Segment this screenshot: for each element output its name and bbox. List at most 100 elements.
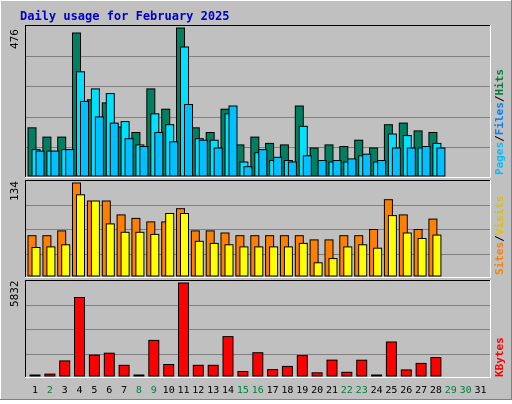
bar-sites-day-16 bbox=[254, 246, 264, 277]
bar-sites-day-19 bbox=[298, 242, 308, 277]
bar-pages-day-24 bbox=[377, 160, 387, 177]
bar-sites-day-26 bbox=[402, 232, 412, 277]
bar-sites-day-7 bbox=[120, 231, 130, 277]
axis-label-sep-3: / bbox=[493, 235, 506, 242]
day-label-16: 16 bbox=[252, 385, 264, 396]
bar-kbytes-day-12 bbox=[192, 364, 204, 377]
bar-pages-day-23 bbox=[362, 153, 372, 177]
bar-kbytes-day-6 bbox=[103, 352, 115, 377]
bar-kbytes-day-10 bbox=[163, 364, 175, 377]
bar-pages-day-4 bbox=[80, 100, 89, 177]
bar-sites-day-10 bbox=[165, 213, 175, 277]
bar-kbytes-day-7 bbox=[118, 364, 130, 377]
bar-sites-day-23 bbox=[358, 244, 368, 277]
bar-kbytes-day-22 bbox=[341, 371, 353, 377]
day-label-24: 24 bbox=[371, 385, 383, 396]
day-label-13: 13 bbox=[207, 385, 219, 396]
bar-pages-day-5 bbox=[94, 116, 104, 177]
bar-pages-day-2 bbox=[50, 150, 60, 177]
bar-kbytes-day-18 bbox=[281, 365, 293, 377]
bar-sites-day-1 bbox=[31, 247, 41, 277]
hits-ymax-label: 476 bbox=[8, 29, 21, 49]
bar-pages-day-9 bbox=[154, 132, 164, 177]
bar-sites-day-4 bbox=[76, 194, 85, 277]
day-label-11: 11 bbox=[177, 385, 189, 396]
bar-pages-day-11 bbox=[184, 104, 193, 177]
bar-kbytes-day-3 bbox=[59, 360, 71, 377]
bar-pages-day-21 bbox=[332, 160, 342, 177]
bar-sites-day-27 bbox=[417, 238, 427, 277]
day-label-26: 26 bbox=[400, 385, 412, 396]
bar-pages-day-15 bbox=[243, 166, 253, 177]
bar-kbytes-day-9 bbox=[148, 339, 160, 377]
bar-pages-day-16 bbox=[258, 149, 268, 177]
bar-kbytes-day-20 bbox=[311, 372, 323, 377]
bar-sites-day-24 bbox=[373, 247, 383, 277]
axis-label-pages: Pages bbox=[493, 142, 506, 175]
bar-kbytes-day-17 bbox=[267, 369, 279, 377]
day-label-25: 25 bbox=[385, 385, 397, 396]
bar-pages-day-17 bbox=[273, 156, 283, 177]
day-label-10: 10 bbox=[163, 385, 175, 396]
bar-sites-day-28 bbox=[432, 234, 442, 277]
day-label-22: 22 bbox=[341, 385, 353, 396]
axis-label-sites: Sites bbox=[493, 242, 506, 275]
day-label-7: 7 bbox=[121, 385, 127, 396]
day-label-9: 9 bbox=[151, 385, 157, 396]
bar-pages-day-25 bbox=[391, 147, 401, 177]
day-label-3: 3 bbox=[62, 385, 68, 396]
hits-axis-label: Pages/Files/Hits bbox=[493, 69, 506, 175]
bar-sites-day-13 bbox=[209, 242, 219, 277]
bar-sites-day-3 bbox=[61, 244, 71, 277]
bar-sites-day-9 bbox=[150, 233, 160, 277]
bar-kbytes-day-27 bbox=[415, 362, 427, 377]
visits-axis-label-group: Sites/Visits bbox=[493, 196, 506, 276]
day-label-17: 17 bbox=[267, 385, 279, 396]
bar-pages-day-1 bbox=[35, 150, 45, 177]
bar-kbytes-day-23 bbox=[356, 359, 368, 377]
bar-pages-day-18 bbox=[287, 161, 297, 177]
bar-kbytes-day-15 bbox=[237, 371, 249, 377]
axis-label-kbytes: KBytes bbox=[493, 337, 506, 377]
bar-sites-day-12 bbox=[194, 240, 204, 277]
day-label-19: 19 bbox=[296, 385, 308, 396]
bar-pages-day-12 bbox=[198, 139, 208, 177]
bar-sites-day-14 bbox=[224, 244, 234, 277]
bar-kbytes-day-2 bbox=[44, 373, 56, 377]
bar-pages-day-6 bbox=[109, 122, 119, 177]
bar-pages-day-27 bbox=[421, 146, 431, 177]
bars bbox=[27, 27, 446, 377]
bar-sites-day-17 bbox=[269, 246, 279, 277]
bar-kbytes-day-14 bbox=[222, 336, 234, 377]
bar-pages-day-13 bbox=[213, 147, 223, 177]
bar-sites-day-5 bbox=[90, 200, 100, 277]
bar-kbytes-day-1 bbox=[29, 374, 41, 377]
bar-pages-day-20 bbox=[317, 160, 327, 177]
day-label-8: 8 bbox=[136, 385, 142, 396]
bar-kbytes-day-25 bbox=[385, 341, 397, 377]
chart-title: Daily usage for February 2025 bbox=[20, 9, 230, 23]
day-label-14: 14 bbox=[222, 385, 234, 396]
day-label-1: 1 bbox=[32, 385, 38, 396]
day-label-31: 31 bbox=[474, 385, 486, 396]
axis-label-hits: Hits bbox=[493, 69, 506, 96]
day-label-28: 28 bbox=[430, 385, 442, 396]
bar-pages-day-22 bbox=[347, 158, 357, 177]
bar-kbytes-day-26 bbox=[400, 369, 412, 377]
bar-pages-day-19 bbox=[302, 155, 312, 177]
bar-pages-day-26 bbox=[406, 147, 416, 177]
bar-sites-day-25 bbox=[387, 215, 397, 277]
bar-kbytes-day-24 bbox=[371, 374, 383, 377]
axis-label-files: Files bbox=[493, 102, 506, 135]
day-label-20: 20 bbox=[311, 385, 323, 396]
axis-label-sep-1: / bbox=[493, 135, 506, 142]
axis-label-sep-2: / bbox=[493, 95, 506, 102]
bar-sites-day-6 bbox=[105, 223, 115, 277]
bar-sites-day-22 bbox=[343, 246, 353, 277]
kbytes-axis-label-group: KBytes bbox=[493, 337, 506, 377]
bar-kbytes-day-21 bbox=[326, 359, 338, 377]
day-label-23: 23 bbox=[356, 385, 368, 396]
hits-axis-label-group: Pages/Files/Hits bbox=[493, 69, 506, 175]
bar-pages-day-28 bbox=[436, 147, 446, 177]
